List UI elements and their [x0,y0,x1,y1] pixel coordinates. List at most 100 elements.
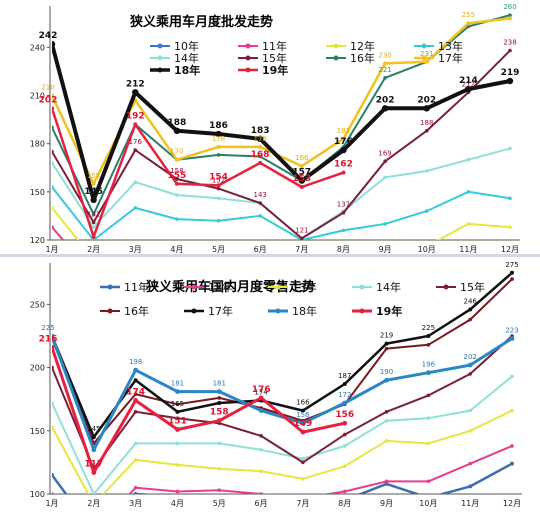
c2-data-point [175,409,180,414]
c1-data-point [508,146,512,151]
c2-data-label: 246 [463,297,477,305]
c1-data-label: 238 [503,39,516,47]
c2-series-line [52,335,513,470]
c2-data-label: 216 [39,334,58,344]
c1-data-point [216,196,221,201]
c1-data-point [466,21,471,26]
c2-data-point [342,420,348,426]
c1-data-point [52,149,54,154]
c1-data-point [341,136,346,141]
c2-data-point [300,420,306,426]
c1-data-point [52,185,54,189]
c1-data-point [175,177,179,181]
c1-data-label: 186 [209,121,228,131]
c2-data-point [384,439,389,443]
c1-data-point [132,89,139,96]
c2-data-label: 174 [254,388,268,396]
c1-data-label: 143 [253,191,266,199]
c2-data-point [175,463,180,467]
c2-data-point [425,370,431,376]
c1-legend-label: 12年 [350,39,375,53]
c1-data-point [91,212,96,217]
c2-x-tick-label: 3月 [129,499,142,508]
c2-data-point [175,416,180,420]
c1-data-point [383,61,388,66]
c2-x-tick-label: 1月 [45,499,58,508]
c1-data-label: 137 [337,201,350,209]
c2-data-point [510,444,514,448]
c2-x-tick-label: 9月 [380,499,393,508]
c1-data-point [299,164,304,169]
c2-data-point [175,489,180,494]
c1-data-label: 192 [126,111,145,121]
c2-data-point [426,343,431,347]
c2-data-point [384,377,389,383]
c2-data-label: 165 [171,400,184,408]
c2-data-point [342,464,347,468]
c2-data-label: 275 [505,261,518,269]
c1-legend-label: 14年 [174,51,199,65]
c1-data-point [215,130,222,138]
c2-plot-area [52,270,515,494]
c2-data-point [175,389,180,395]
c1-data-label: 231 [420,50,433,58]
c2-data-point [468,307,473,312]
c2-x-tick-label: 11月 [461,499,479,508]
c2-legend-label: 12年 [208,280,233,294]
c1-x-tick-label: 10月 [418,245,436,254]
c1-data-label: 255 [462,11,475,19]
c2-x-tick-label: 8月 [338,499,351,508]
c1-data-point [258,144,263,149]
c1-data-point [52,40,56,48]
c2-series-line [52,462,513,494]
c2-data-point [468,317,472,322]
c2-data-point [342,444,347,448]
c2-legend-marker [443,284,449,290]
c2-data-label: 156 [296,411,310,419]
c2-data-point [133,398,139,403]
c1-legend-marker [245,55,251,61]
c1-y-tick-label: 120 [30,236,45,245]
c1-data-point [258,160,263,165]
c2-data-label: 223 [505,327,518,335]
c2-legend-marker [107,284,113,290]
c1-data-label: 168 [251,150,270,160]
c1-data-label: 202 [39,95,58,105]
c1-data-label: 158 [170,167,183,175]
c2-data-point [468,408,472,413]
c2-legend-label: 19年 [376,304,402,318]
c2-data-point [426,479,431,484]
c2-data-point [301,460,305,465]
c2-data-point [52,473,54,478]
c1-data-point [258,154,262,159]
c1-data-point [216,183,221,188]
c1-data-point [424,129,429,133]
c1-data-point [52,206,54,210]
c2-data-point [217,488,222,493]
c1-data-point [381,105,389,112]
c2-data-label: 166 [296,399,310,407]
c1-data-label: 260 [503,3,516,11]
c1-data-label: 202 [376,95,395,105]
c2-data-point [468,372,472,376]
c1-series-line [52,207,511,240]
c1-data-point [256,135,264,143]
c1-data-label: 152 [212,177,225,185]
c2-data-label: 198 [129,358,142,366]
c1-data-point [174,181,179,186]
c2-y-tick-label: 250 [30,300,45,309]
c1-legend-label: 11年 [262,39,287,53]
c1-legend-marker [245,67,251,73]
c1-data-label: 183 [251,126,270,136]
c1-data-label: 219 [501,68,520,78]
c2-data-label: 202 [463,353,476,361]
c2-legend-marker [107,308,113,314]
c2-legend-marker [191,284,197,290]
c1-data-label: 212 [462,80,475,88]
c1-data-point [466,190,471,194]
c1-data-point [52,161,54,165]
c2-data-label: 172 [338,391,351,399]
c1-data-point [383,159,387,164]
c2-data-point [259,434,263,438]
